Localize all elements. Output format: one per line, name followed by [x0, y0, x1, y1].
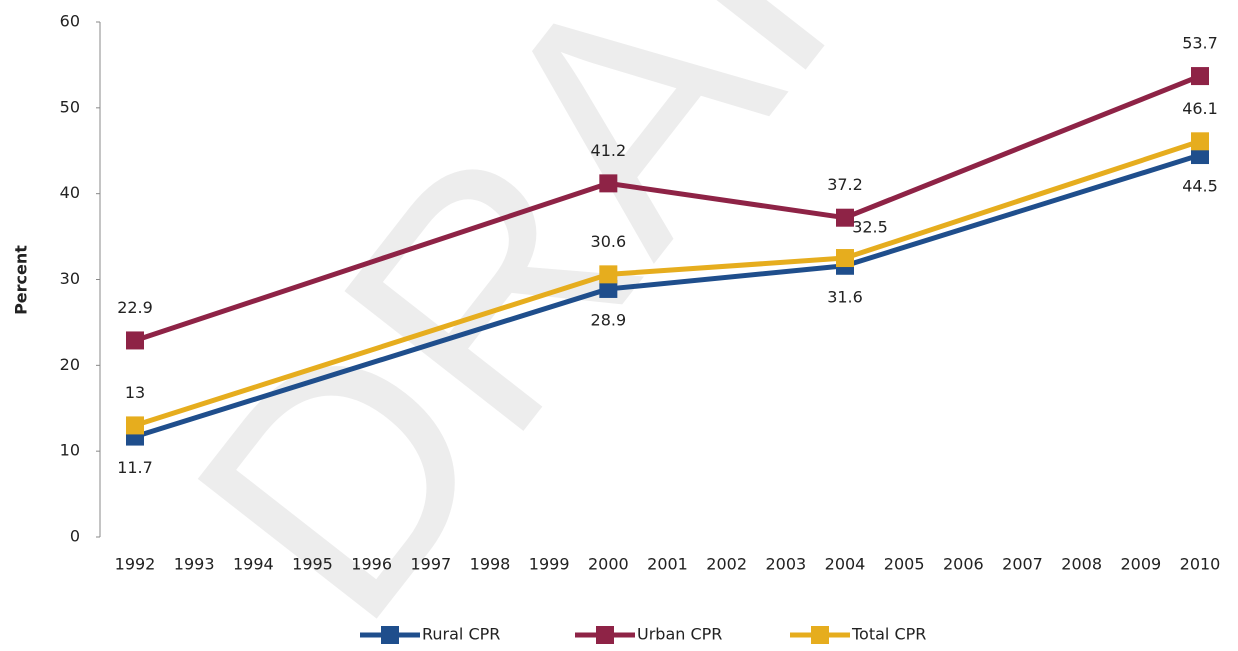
series-line — [134, 73, 1201, 343]
legend-marker — [381, 626, 399, 644]
x-tick-label: 2010 — [1180, 555, 1221, 574]
y-tick-label: 30 — [60, 269, 80, 288]
data-label: 32.5 — [852, 218, 888, 237]
y-tick-label: 10 — [60, 441, 80, 460]
x-tick-label: 1997 — [410, 555, 451, 574]
x-tick-label: 2009 — [1120, 555, 1161, 574]
y-tick-label: 20 — [60, 355, 80, 374]
legend-label: Rural CPR — [422, 625, 500, 644]
y-tick-label: 40 — [60, 183, 80, 202]
x-tick-label: 2008 — [1061, 555, 1102, 574]
marker — [599, 265, 618, 284]
marker — [126, 416, 144, 435]
y-axis-label: Percent — [12, 245, 31, 315]
marker — [599, 279, 618, 298]
y-tick-label: 50 — [60, 97, 80, 116]
data-label: 41.2 — [591, 141, 627, 160]
series-line — [134, 152, 1201, 439]
legend-marker — [596, 626, 614, 644]
data-label: 53.7 — [1182, 34, 1218, 53]
marker — [599, 174, 618, 193]
x-tick-label: 2001 — [647, 555, 688, 574]
y-tick-label: 60 — [60, 12, 80, 31]
marker — [126, 331, 144, 350]
marker — [1191, 67, 1209, 86]
marker — [1191, 146, 1209, 165]
x-tick-label: 2005 — [884, 555, 925, 574]
legend-label: Total CPR — [851, 625, 926, 644]
data-label: 28.9 — [591, 310, 627, 329]
x-tick-label: 1992 — [115, 555, 156, 574]
x-tick-label: 2002 — [706, 555, 747, 574]
marker — [1191, 132, 1209, 151]
legend-marker — [811, 626, 829, 644]
x-tick-label: 1994 — [233, 555, 274, 574]
x-tick-label: 1995 — [292, 555, 333, 574]
x-tick-label: 1993 — [174, 555, 215, 574]
data-label: 30.6 — [591, 232, 627, 251]
legend-label: Urban CPR — [637, 625, 722, 644]
x-tick-label: 2004 — [825, 555, 866, 574]
x-tick-label: 2006 — [943, 555, 984, 574]
data-label: 46.1 — [1182, 99, 1218, 118]
series-line — [134, 138, 1201, 428]
marker — [836, 208, 854, 227]
data-label: 31.6 — [827, 287, 863, 306]
data-label: 37.2 — [827, 175, 863, 194]
x-tick-label: 2007 — [1002, 555, 1043, 574]
x-tick-label: 2003 — [765, 555, 806, 574]
y-tick-label: 0 — [70, 527, 80, 546]
data-label: 44.5 — [1182, 177, 1218, 196]
x-tick-label: 2000 — [588, 555, 629, 574]
x-tick-label: 1998 — [470, 555, 511, 574]
marker — [836, 249, 854, 268]
x-tick-label: 1996 — [351, 555, 392, 574]
data-label: 13 — [125, 383, 145, 402]
data-label: 11.7 — [117, 458, 153, 477]
data-label: 22.9 — [117, 298, 153, 317]
x-tick-label: 1999 — [529, 555, 570, 574]
